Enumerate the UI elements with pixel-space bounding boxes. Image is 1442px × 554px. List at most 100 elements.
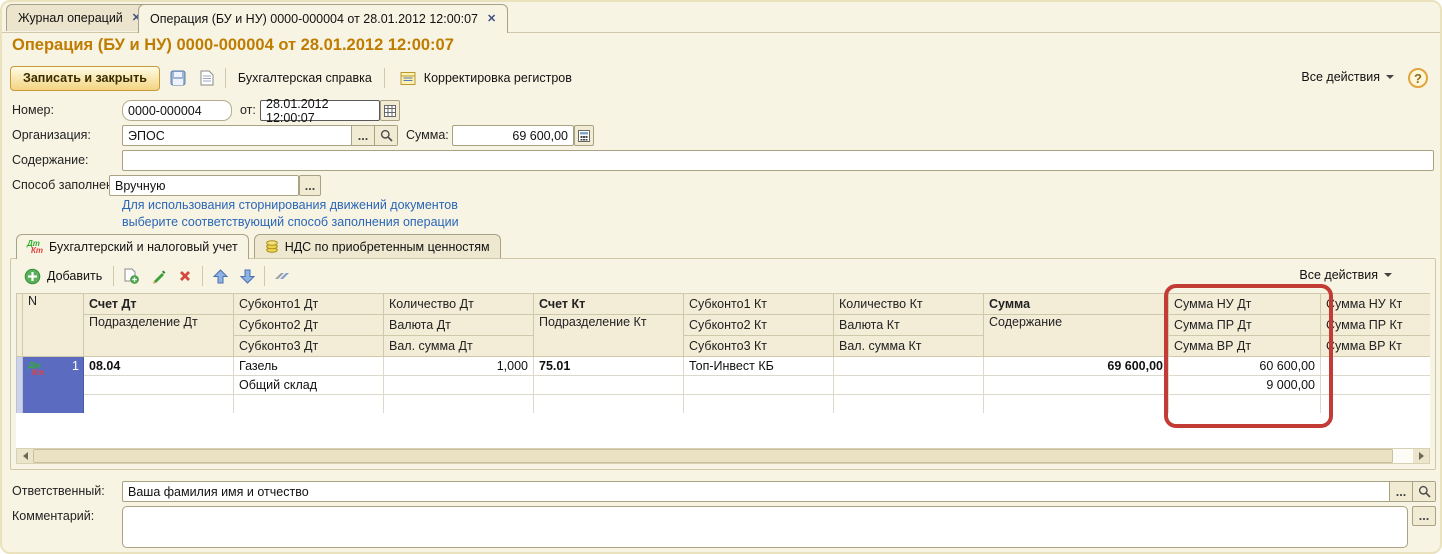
grid-cell[interactable] — [833, 394, 984, 413]
grid-cell[interactable]: 60 600,00 — [1168, 356, 1321, 376]
close-icon[interactable]: ✕ — [131, 11, 142, 24]
tab-journal[interactable]: Журнал операций ✕ — [6, 4, 154, 31]
grid-cell[interactable] — [533, 394, 684, 413]
document-icon[interactable] — [196, 67, 218, 89]
coins-icon — [265, 240, 279, 253]
horizontal-scrollbar[interactable] — [16, 448, 1430, 464]
delete-row-icon[interactable] — [175, 266, 195, 286]
comment-field[interactable] — [122, 506, 1408, 548]
move-up-icon[interactable] — [210, 266, 230, 286]
grid-header-cell: Валюта Кт — [833, 314, 984, 336]
grid-header-cell: Субконто1 Дт — [233, 293, 384, 315]
grid-cell[interactable]: 69 600,00 — [983, 356, 1169, 376]
organization-field[interactable]: ЭПОС ... — [122, 125, 398, 146]
grid-cell[interactable] — [1320, 375, 1430, 395]
grid-cell[interactable] — [1168, 394, 1321, 413]
save-and-close-button[interactable]: Записать и закрыть — [10, 65, 160, 91]
toolbar-separator — [113, 266, 115, 286]
grid-cell[interactable] — [983, 394, 1169, 413]
fill-method-hint-line1: Для использования сторнирования движений… — [122, 198, 458, 212]
date-field[interactable]: 28.01.2012 12:00:07 — [260, 97, 380, 125]
grid-cell[interactable]: 9 000,00 — [1168, 375, 1321, 395]
add-row-button[interactable]: Добавить — [18, 265, 106, 287]
grid-cell[interactable] — [83, 375, 234, 395]
row-number: 1 — [72, 359, 79, 373]
calculator-icon[interactable] — [574, 125, 594, 146]
select-ellipsis-button[interactable]: ... — [1389, 482, 1412, 501]
accounting-note-button[interactable]: Бухгалтерская справка — [237, 71, 372, 85]
grid-cell[interactable]: Топ-Инвест КБ — [683, 356, 834, 376]
grid-header-cell: Счет Кт — [533, 293, 684, 315]
calendar-icon[interactable] — [380, 100, 400, 121]
tab-accounting-tax[interactable]: Дт Кт Бухгалтерский и налоговый учет — [16, 234, 249, 259]
toolbar-separator — [224, 68, 226, 88]
scrollbar-track[interactable] — [1393, 449, 1413, 463]
grid-header-cell: Сумма ПР Дт — [1168, 314, 1321, 336]
grid-toolbar: Добавить — [18, 264, 292, 288]
end-edit-icon[interactable] — [272, 266, 292, 286]
dt-kt-icon: Дт Кт — [27, 239, 44, 255]
grid-cell[interactable] — [683, 375, 834, 395]
dt-kt-icon: Дт Кт — [28, 361, 45, 377]
registers-correction-button[interactable]: Корректировка регистров — [392, 65, 577, 91]
content-field[interactable] — [122, 150, 1434, 171]
save-icon[interactable] — [167, 67, 189, 89]
grid-cell[interactable] — [383, 375, 534, 395]
edit-pencil-icon[interactable] — [148, 266, 168, 286]
grid-header-cell: Количество Дт — [383, 293, 534, 315]
fill-method-field[interactable]: Вручную — [109, 175, 299, 196]
grid-header-cell: Сумма НУ Дт — [1168, 293, 1321, 315]
number-field[interactable]: 0000-000004 — [122, 100, 232, 121]
postings-grid: N Счет Дт Субконто1 Дт Количество Дт Сче… — [16, 293, 1430, 413]
content-label: Содержание: — [12, 153, 89, 167]
tab-operation[interactable]: Операция (БУ и НУ) 0000-000004 от 28.01.… — [138, 4, 509, 33]
select-ellipsis-button[interactable]: ... — [351, 126, 374, 145]
tab-vat-values[interactable]: НДС по приобретенным ценностям — [253, 234, 501, 258]
scroll-right-icon[interactable] — [1413, 449, 1429, 463]
toolbar-separator — [383, 68, 385, 88]
grid-header-cell: Подразделение Дт — [83, 314, 234, 357]
responsible-field[interactable]: Ваша фамилия имя и отчество ... — [122, 481, 1436, 502]
search-icon[interactable] — [1412, 482, 1435, 501]
fill-method-ellipsis-button[interactable]: ... — [299, 175, 321, 196]
tab-bar: Журнал операций ✕ Операция (БУ и НУ) 000… — [2, 2, 1440, 33]
grid-cell[interactable]: Общий склад — [233, 375, 384, 395]
grid-cell[interactable] — [233, 394, 384, 413]
sum-field[interactable]: 69 600,00 — [452, 125, 574, 146]
grid-cell[interactable] — [1320, 356, 1430, 376]
grid-header-cell: Вал. сумма Дт — [383, 335, 534, 357]
grid-header-cell: Сумма ПР Кт — [1320, 314, 1430, 336]
sum-label: Сумма: — [406, 128, 449, 142]
grid-cell[interactable] — [683, 394, 834, 413]
grid-cell[interactable] — [833, 375, 984, 395]
grid-cell[interactable]: 08.04 — [83, 356, 234, 376]
toolbar-separator — [264, 266, 266, 286]
comment-ellipsis-button[interactable]: ... — [1412, 506, 1436, 526]
help-button[interactable]: ? — [1408, 68, 1428, 88]
grid-all-actions-button[interactable]: Все действия — [1299, 268, 1392, 282]
register-icon — [397, 67, 419, 89]
chevron-down-icon — [1386, 75, 1394, 79]
comment-label: Комментарий: — [12, 509, 95, 523]
grid-cell[interactable] — [983, 375, 1169, 395]
grid-row-number-cell[interactable]: Дт Кт 1 — [22, 356, 84, 413]
grid-cell[interactable] — [533, 375, 684, 395]
close-icon[interactable]: ✕ — [487, 12, 497, 25]
registers-correction-label: Корректировка регистров — [423, 71, 572, 85]
grid-cell[interactable] — [83, 394, 234, 413]
all-actions-button[interactable]: Все действия — [1301, 70, 1394, 84]
grid-cell[interactable]: 1,000 — [383, 356, 534, 376]
grid-cell[interactable]: Газель — [233, 356, 384, 376]
grid-header-cell: Субконто2 Кт — [683, 314, 834, 336]
grid-cell[interactable] — [383, 394, 534, 413]
grid-cell[interactable] — [833, 356, 984, 376]
scroll-left-icon[interactable] — [17, 449, 33, 463]
search-icon[interactable] — [374, 126, 397, 145]
grid-cell[interactable] — [1320, 394, 1430, 413]
grid-cell[interactable]: 75.01 — [533, 356, 684, 376]
grid-header-cell: Субконто3 Кт — [683, 335, 834, 357]
move-down-icon[interactable] — [237, 266, 257, 286]
scrollbar-thumb[interactable] — [33, 449, 1393, 463]
copy-row-icon[interactable] — [121, 266, 141, 286]
